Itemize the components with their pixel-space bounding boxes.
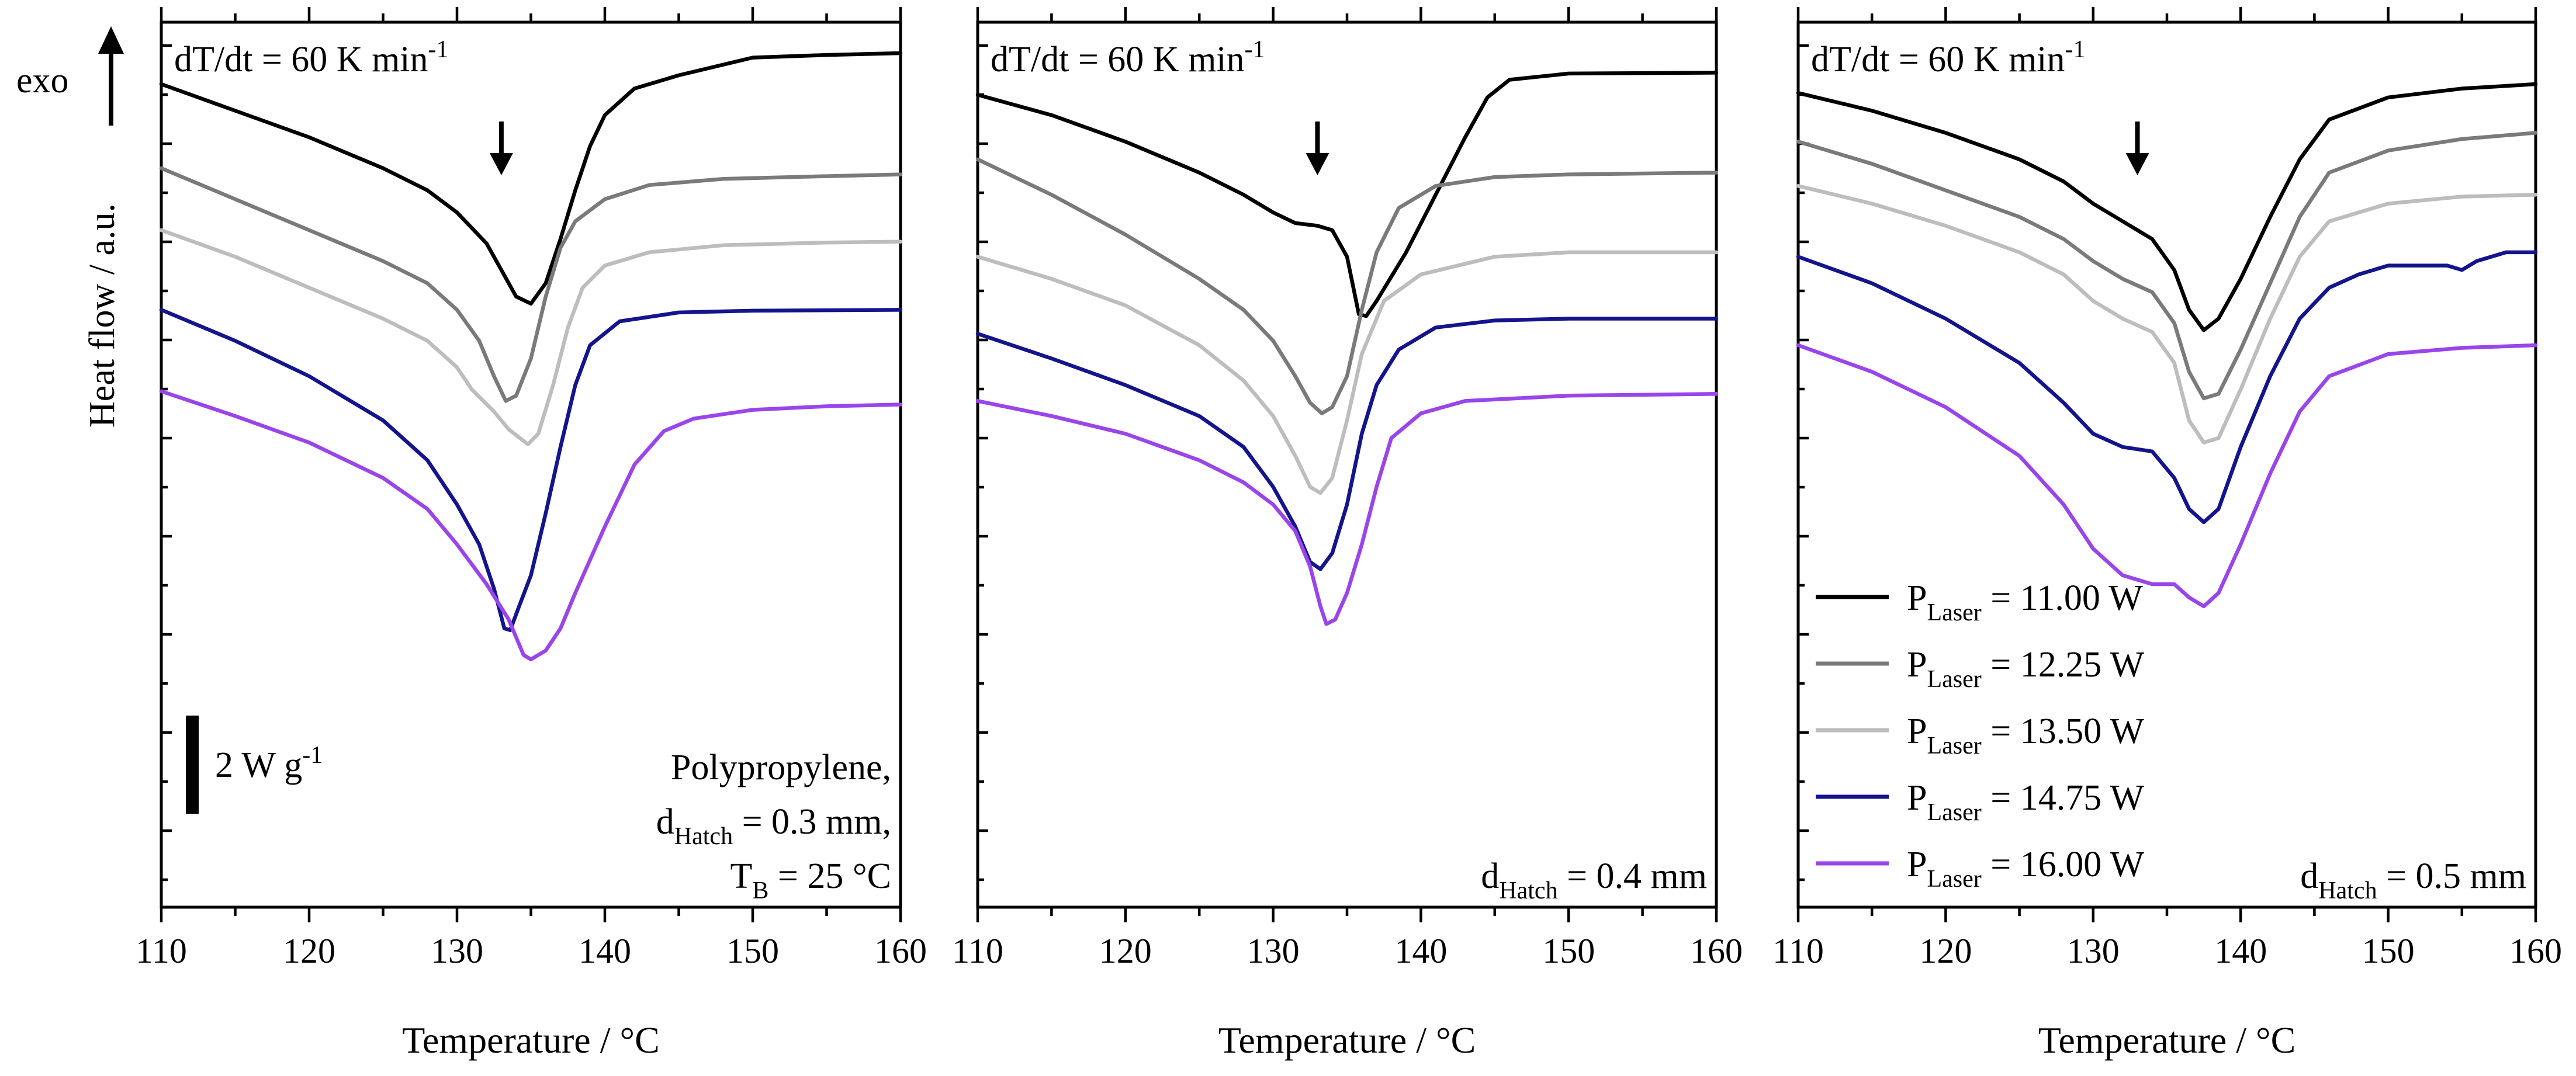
shoulder-arrowhead-icon — [489, 153, 513, 175]
legend-item: PLaser = 12.25 W — [1816, 645, 2145, 693]
x-tick-label: 110 — [1772, 932, 1824, 970]
series-line-14-75-W — [1796, 250, 2538, 525]
x-axis-label: Temperature / °C — [402, 1019, 660, 1061]
x-tick-label: 140 — [2214, 932, 2267, 970]
legend-label: PLaser = 12.25 W — [1907, 645, 2145, 693]
x-tick-label: 130 — [2067, 932, 2120, 970]
x-axis-label: Temperature / °C — [1218, 1019, 1476, 1061]
panel-annotation: dHatch = 0.4 mm — [1481, 856, 1707, 904]
x-tick-label: 120 — [283, 932, 335, 970]
x-tick-label: 130 — [1247, 932, 1300, 970]
legend-label: PLaser = 16.00 W — [1907, 845, 2145, 893]
x-tick-label: 140 — [579, 932, 631, 970]
heating-rate-superscript: -1 — [428, 36, 449, 63]
scale-bar-superscript: -1 — [302, 742, 323, 769]
heating-rate-label: dT/dt = 60 K min-1 — [1811, 36, 2086, 79]
series-line-11-00-W — [159, 51, 903, 306]
series-line-16-00-W — [159, 389, 903, 662]
heating-rate-superscript: -1 — [2065, 36, 2086, 63]
series-line-11-00-W — [1796, 82, 2538, 332]
series-line-16-00-W — [975, 392, 1719, 626]
x-tick-label: 150 — [2362, 932, 2415, 970]
panel-annotation: TB = 25 °C — [730, 856, 891, 904]
scale-bar — [186, 716, 199, 814]
shoulder-arrowhead-icon — [2125, 153, 2149, 175]
x-axis-label: Temperature / °C — [2038, 1019, 2296, 1061]
y-axis-label: Heat flow / a.u. — [82, 203, 122, 428]
x-tick-label: 160 — [2509, 932, 2562, 970]
x-tick-label: 160 — [874, 932, 927, 970]
x-tick-label: 150 — [1542, 932, 1595, 970]
x-tick-label: 120 — [1919, 932, 1972, 970]
legend-item: PLaser = 14.75 W — [1816, 778, 2145, 826]
legend-item: PLaser = 13.50 W — [1816, 711, 2145, 759]
exo-label: exo — [16, 61, 69, 100]
panel-right: 110 120 130 140 150 160 Temperature / °C dT/dt … — [1772, 7, 2562, 1061]
x-tick-label: 130 — [431, 932, 483, 970]
series-line-11-00-W — [975, 71, 1719, 318]
legend-label: PLaser = 11.00 W — [1907, 578, 2143, 626]
x-tick-label: 110 — [136, 932, 187, 970]
legend-item: PLaser = 16.00 W — [1816, 845, 2145, 893]
series-line-13-50-W — [975, 250, 1719, 495]
exo-arrow-icon — [98, 26, 124, 126]
panel-left: 110 120 130 140 150 160 Temperature / °C dT/dt … — [136, 7, 927, 1061]
x-tick-label: 110 — [952, 932, 1003, 970]
panel-annotation: dHatch = 0.3 mm, — [656, 802, 891, 850]
plot-frame — [1796, 20, 2537, 909]
series-line-13-50-W — [159, 228, 903, 446]
panel-middle: 110 120 130 140 150 160 Temperature / °C dT/dt … — [952, 7, 1743, 1061]
plot-frame — [976, 20, 1718, 909]
series-line-12-25-W — [159, 166, 903, 403]
panel-annotation: Polypropylene, — [671, 748, 891, 787]
legend-label: PLaser = 14.75 W — [1907, 778, 2145, 826]
series-line-12-25-W — [1796, 131, 2538, 401]
shoulder-arrowhead-icon — [1306, 153, 1329, 175]
x-tick-label: 120 — [1099, 932, 1152, 970]
x-tick-label: 150 — [726, 932, 779, 970]
heating-rate-label: dT/dt = 60 K min-1 — [991, 36, 1265, 79]
series-line-12-25-W — [975, 157, 1719, 415]
x-tick-label: 160 — [1690, 932, 1743, 970]
series-line-13-50-W — [1796, 184, 2538, 445]
series-line-14-75-W — [975, 317, 1719, 571]
scale-bar-label: 2 W g-1 — [215, 742, 323, 785]
series-line-14-75-W — [159, 308, 903, 633]
legend-item: PLaser = 11.00 W — [1816, 578, 2143, 626]
heating-rate-superscript: -1 — [1245, 36, 1265, 63]
series-line-16-00-W — [1796, 343, 2538, 609]
legend-label: PLaser = 13.50 W — [1907, 711, 2145, 759]
heating-rate-label: dT/dt = 60 K min-1 — [174, 36, 449, 79]
panel-annotation: dHatch = 0.5 mm — [2300, 856, 2526, 904]
x-tick-label: 140 — [1394, 932, 1447, 970]
